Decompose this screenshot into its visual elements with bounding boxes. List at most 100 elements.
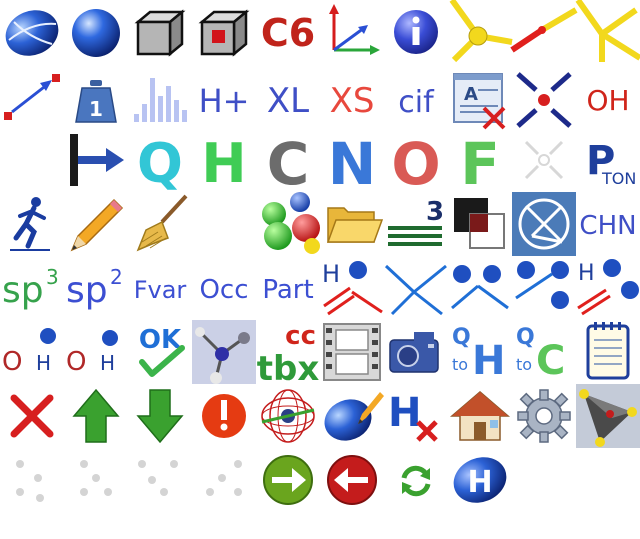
refresh-icon[interactable] xyxy=(384,448,448,512)
sphere-icon[interactable] xyxy=(64,0,128,64)
box-with-atom-icon[interactable] xyxy=(192,0,256,64)
q-to-c-to-label: to xyxy=(516,355,532,374)
weight-icon[interactable]: 1 xyxy=(64,68,128,132)
q-to-h-h-label: H xyxy=(472,338,505,384)
q-to-c-q-label: Q xyxy=(516,325,535,350)
dots-cross-icon[interactable] xyxy=(64,448,128,512)
oh-two-geometry-button[interactable]: O H xyxy=(64,320,128,384)
delete-text-icon[interactable]: A xyxy=(448,68,512,132)
q-to-h-button[interactable]: Q to H xyxy=(448,320,512,384)
running-man-icon[interactable] xyxy=(0,192,64,256)
dots-diagonal-icon[interactable] xyxy=(0,448,64,512)
overlap-squares-icon[interactable] xyxy=(448,192,512,256)
add-hydrogen-button[interactable]: H+ xyxy=(192,68,256,132)
pton-button[interactable]: P TON xyxy=(576,128,640,192)
oh-label: OH xyxy=(586,84,629,117)
next-arrow-circle-icon[interactable] xyxy=(256,448,320,512)
c6-symmetry-button[interactable]: C6 xyxy=(256,0,320,64)
notepad-icon[interactable] xyxy=(576,320,640,384)
part-label: Part xyxy=(262,275,313,305)
back-arrow-circle-icon[interactable] xyxy=(320,448,384,512)
pencil-icon[interactable] xyxy=(64,192,128,256)
ohh-o-label: O xyxy=(2,347,22,377)
chn-button[interactable]: CHN xyxy=(576,192,640,256)
bond-fork-icon[interactable] xyxy=(575,0,640,64)
open-folder-icon[interactable] xyxy=(320,192,384,256)
fvar-button[interactable]: Fvar xyxy=(128,256,192,320)
film-strip-icon[interactable] xyxy=(320,320,384,384)
oh-button[interactable]: OH xyxy=(576,68,640,132)
bond-chain-icon[interactable] xyxy=(510,0,578,64)
exit-door-arrow-icon[interactable] xyxy=(64,128,128,192)
delete-hydrogen-button[interactable]: H xyxy=(384,384,448,448)
molecule-ball-stick-icon[interactable] xyxy=(192,320,256,384)
carbon-element-button[interactable]: C xyxy=(256,128,320,198)
cif-button[interactable]: cif xyxy=(384,68,448,132)
c6-label: C6 xyxy=(261,11,315,55)
warning-exclamation-icon[interactable] xyxy=(192,384,256,448)
cc-tbx-button[interactable]: cc tbx xyxy=(256,320,320,389)
h-double-bond-icon[interactable]: H xyxy=(320,256,384,320)
nitrogen-element-button[interactable]: N xyxy=(320,128,384,198)
svg-text:A: A xyxy=(464,84,478,105)
h-sphere-logo-icon[interactable]: H xyxy=(448,448,512,512)
edit-sphere-icon[interactable] xyxy=(320,384,384,448)
hydrogen-element-button[interactable]: H xyxy=(192,128,256,195)
unit-cell-box-icon[interactable] xyxy=(128,0,192,64)
red-x-close-icon[interactable] xyxy=(0,384,64,448)
three-label: 3 xyxy=(426,197,444,227)
cc-label: cc xyxy=(285,321,316,351)
q-to-h-q-label: Q xyxy=(452,325,471,350)
sp3-button[interactable]: sp 3 xyxy=(0,256,64,320)
cif-label: cif xyxy=(398,85,435,120)
q-label: Q xyxy=(137,132,183,195)
center-atom-cross-icon[interactable] xyxy=(512,68,576,132)
oh2-o-label: O xyxy=(66,347,86,377)
xs-button[interactable]: XS xyxy=(320,68,384,132)
camera-icon[interactable] xyxy=(384,320,448,384)
oxygen-element-button[interactable]: O xyxy=(384,128,448,198)
weight-label: 1 xyxy=(89,97,103,121)
atom-bonds-icon[interactable] xyxy=(448,0,513,64)
green-up-arrow-icon[interactable] xyxy=(64,384,128,448)
two-atom-angle-icon[interactable] xyxy=(448,256,512,320)
ok-check-button[interactable]: OK xyxy=(128,320,192,384)
coordinate-axes-icon[interactable] xyxy=(320,0,384,64)
q-to-h-to-label: to xyxy=(452,355,468,374)
space-filling-molecule-icon[interactable] xyxy=(256,192,320,256)
dots-v-icon[interactable] xyxy=(128,448,192,512)
orbital-mesh-icon[interactable] xyxy=(256,384,320,448)
green-down-arrow-icon[interactable] xyxy=(128,384,192,448)
ellipsoid-icon[interactable] xyxy=(0,0,64,64)
dots-line-icon[interactable] xyxy=(192,448,256,512)
xl-button[interactable]: XL xyxy=(256,68,320,132)
xs-label: XS xyxy=(330,81,375,121)
polyhedron-icon[interactable] xyxy=(576,384,640,448)
q-peak-button[interactable]: Q xyxy=(128,128,192,195)
home-icon[interactable] xyxy=(448,384,512,448)
q-to-c-c-label: C xyxy=(536,338,565,384)
h-ball-label: H xyxy=(467,465,492,500)
broom-clean-icon[interactable] xyxy=(128,192,192,256)
info-icon[interactable] xyxy=(384,0,448,64)
sp2-sup-label: 2 xyxy=(110,265,123,289)
gear-settings-icon[interactable] xyxy=(512,384,576,448)
fluorine-element-button[interactable]: F xyxy=(448,128,512,198)
xl-label: XL xyxy=(267,81,309,121)
crossing-bonds-icon[interactable] xyxy=(384,256,448,320)
occ-button[interactable]: Occ xyxy=(192,256,256,320)
part-button[interactable]: Part xyxy=(256,256,320,320)
q-to-c-button[interactable]: Q to C xyxy=(512,320,576,384)
h-two-atoms-icon[interactable]: H xyxy=(576,256,640,320)
ohh-geometry-button[interactable]: O H xyxy=(0,320,64,384)
distance-arrow-icon[interactable] xyxy=(0,68,64,132)
triple-line-icon[interactable]: 3 xyxy=(384,192,448,256)
histogram-icon[interactable] xyxy=(128,68,192,132)
center-faded-icon[interactable] xyxy=(512,128,576,192)
fvar-label: Fvar xyxy=(134,276,187,304)
h-label: H xyxy=(201,132,246,195)
sp2-button[interactable]: sp 2 xyxy=(64,256,128,320)
ok-label: OK xyxy=(139,325,182,355)
three-atom-bond-icon[interactable] xyxy=(512,256,576,320)
symmetry-framework-icon[interactable] xyxy=(512,192,576,256)
